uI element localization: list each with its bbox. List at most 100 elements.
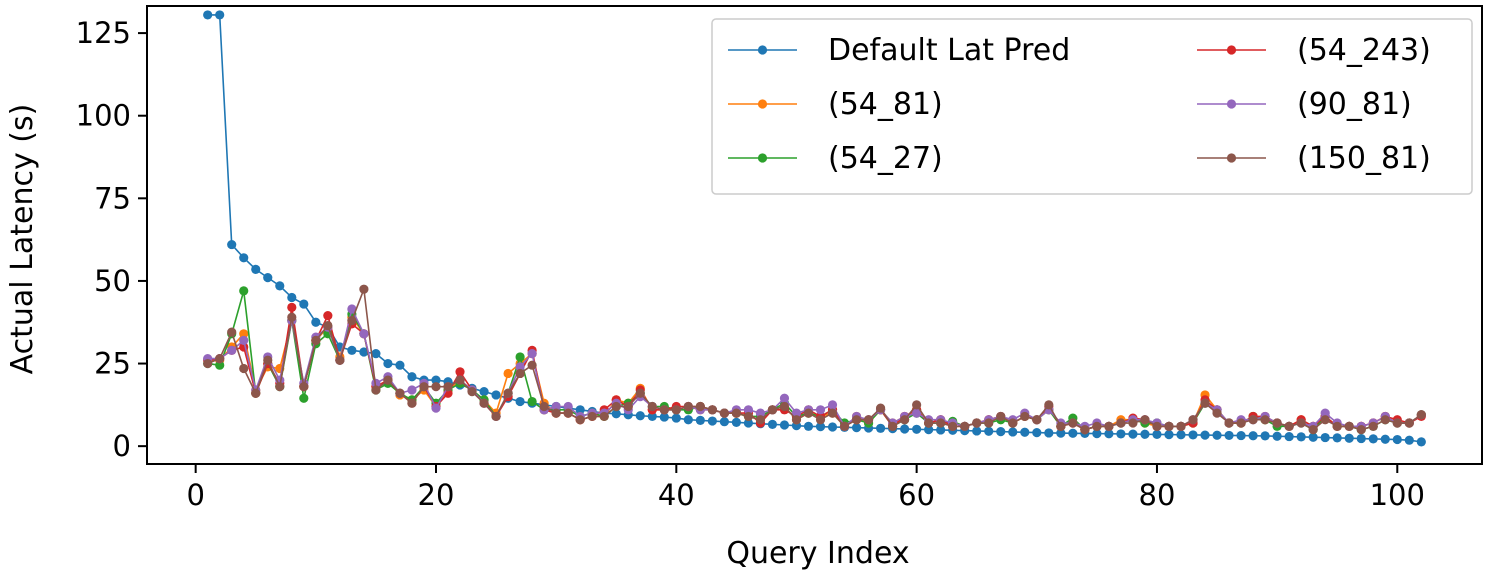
data-point <box>912 408 922 418</box>
data-point <box>1296 432 1306 442</box>
data-point <box>575 415 585 425</box>
legend-entry: (54_27) <box>728 141 943 176</box>
data-point <box>239 286 249 296</box>
data-point <box>227 327 237 337</box>
data-point <box>1188 415 1198 425</box>
data-point <box>1080 425 1090 435</box>
data-point <box>1236 418 1246 428</box>
data-point <box>1140 415 1150 425</box>
data-point <box>888 421 898 431</box>
data-point <box>996 411 1006 422</box>
legend-entry: Default Lat Pred <box>728 33 1070 68</box>
data-point <box>743 405 754 415</box>
data-point <box>479 387 489 397</box>
data-point <box>311 317 321 327</box>
data-point <box>1008 427 1018 437</box>
data-point <box>1152 429 1162 440</box>
series-0 <box>203 10 1426 447</box>
data-point <box>1188 430 1198 440</box>
data-point <box>1044 428 1054 438</box>
legend-label: (90_81) <box>1297 87 1412 122</box>
data-point <box>984 426 994 436</box>
data-point <box>1392 418 1402 428</box>
data-point <box>1332 433 1342 443</box>
data-point <box>924 425 934 435</box>
data-point <box>1092 421 1102 431</box>
data-point <box>1176 421 1186 431</box>
legend-entry: (150_81) <box>1197 141 1431 176</box>
data-point <box>455 367 465 377</box>
data-point <box>251 388 261 398</box>
data-point <box>1164 421 1174 431</box>
legend-label: (150_81) <box>1297 141 1431 176</box>
data-point <box>611 409 621 419</box>
data-point <box>1272 431 1282 441</box>
data-point <box>659 405 669 415</box>
data-point <box>215 360 225 370</box>
legend-frame <box>711 18 1473 195</box>
data-point <box>948 421 958 431</box>
data-point <box>659 412 669 422</box>
x-tick-label: 60 <box>898 478 935 512</box>
data-point <box>1368 421 1378 431</box>
x-axis-label: Query Index <box>726 536 909 571</box>
data-point <box>551 408 561 418</box>
data-point <box>1272 418 1282 428</box>
data-point <box>299 299 309 309</box>
data-point <box>1248 415 1258 425</box>
data-point <box>323 311 333 321</box>
data-point <box>755 408 766 418</box>
y-tick-label: 125 <box>76 16 131 50</box>
data-point <box>299 382 309 392</box>
data-point <box>575 405 585 415</box>
data-point <box>479 398 489 408</box>
data-point <box>1404 418 1414 428</box>
data-point <box>359 329 369 339</box>
legend-swatch-marker <box>757 153 768 163</box>
data-point <box>383 375 393 385</box>
data-point <box>731 408 741 418</box>
data-point <box>912 424 922 434</box>
data-point <box>791 415 802 425</box>
data-point <box>695 401 705 412</box>
data-point <box>443 382 453 392</box>
data-point <box>1320 408 1330 418</box>
data-point <box>359 347 369 357</box>
legend-label: (54_27) <box>828 141 943 176</box>
data-point <box>647 411 657 422</box>
data-point <box>1056 428 1066 438</box>
y-tick-label: 75 <box>94 181 131 215</box>
data-point <box>1260 415 1270 425</box>
x-tick-label: 80 <box>1139 478 1176 512</box>
data-point <box>671 405 681 415</box>
data-point <box>827 408 838 418</box>
data-point <box>815 415 826 425</box>
data-point <box>1332 421 1342 431</box>
data-point <box>996 427 1006 437</box>
data-point <box>779 401 790 412</box>
data-point <box>1308 425 1318 435</box>
data-point <box>491 390 501 400</box>
data-point <box>900 415 910 425</box>
y-axis-label: Actual Latency (s) <box>5 104 40 375</box>
data-point <box>323 320 333 331</box>
data-point <box>215 353 225 364</box>
data-point <box>1032 415 1042 425</box>
data-point <box>924 418 934 428</box>
data-point <box>851 415 862 425</box>
data-point <box>1032 428 1042 438</box>
data-point <box>1380 434 1390 444</box>
legend-entry: (54_81) <box>728 87 943 122</box>
data-point <box>1008 418 1018 428</box>
data-point <box>395 388 405 398</box>
data-point <box>275 281 285 291</box>
y-tick-label: 0 <box>113 429 131 463</box>
data-point <box>1104 429 1114 439</box>
data-point <box>299 393 309 403</box>
data-point <box>1320 432 1330 443</box>
x-axis: 0 20 40 60 80 100 <box>186 464 1425 512</box>
data-point <box>1320 415 1330 425</box>
data-point <box>803 408 814 418</box>
legend: Default Lat Pred (54_81) (54_27) (54_243) (9… <box>711 18 1473 195</box>
